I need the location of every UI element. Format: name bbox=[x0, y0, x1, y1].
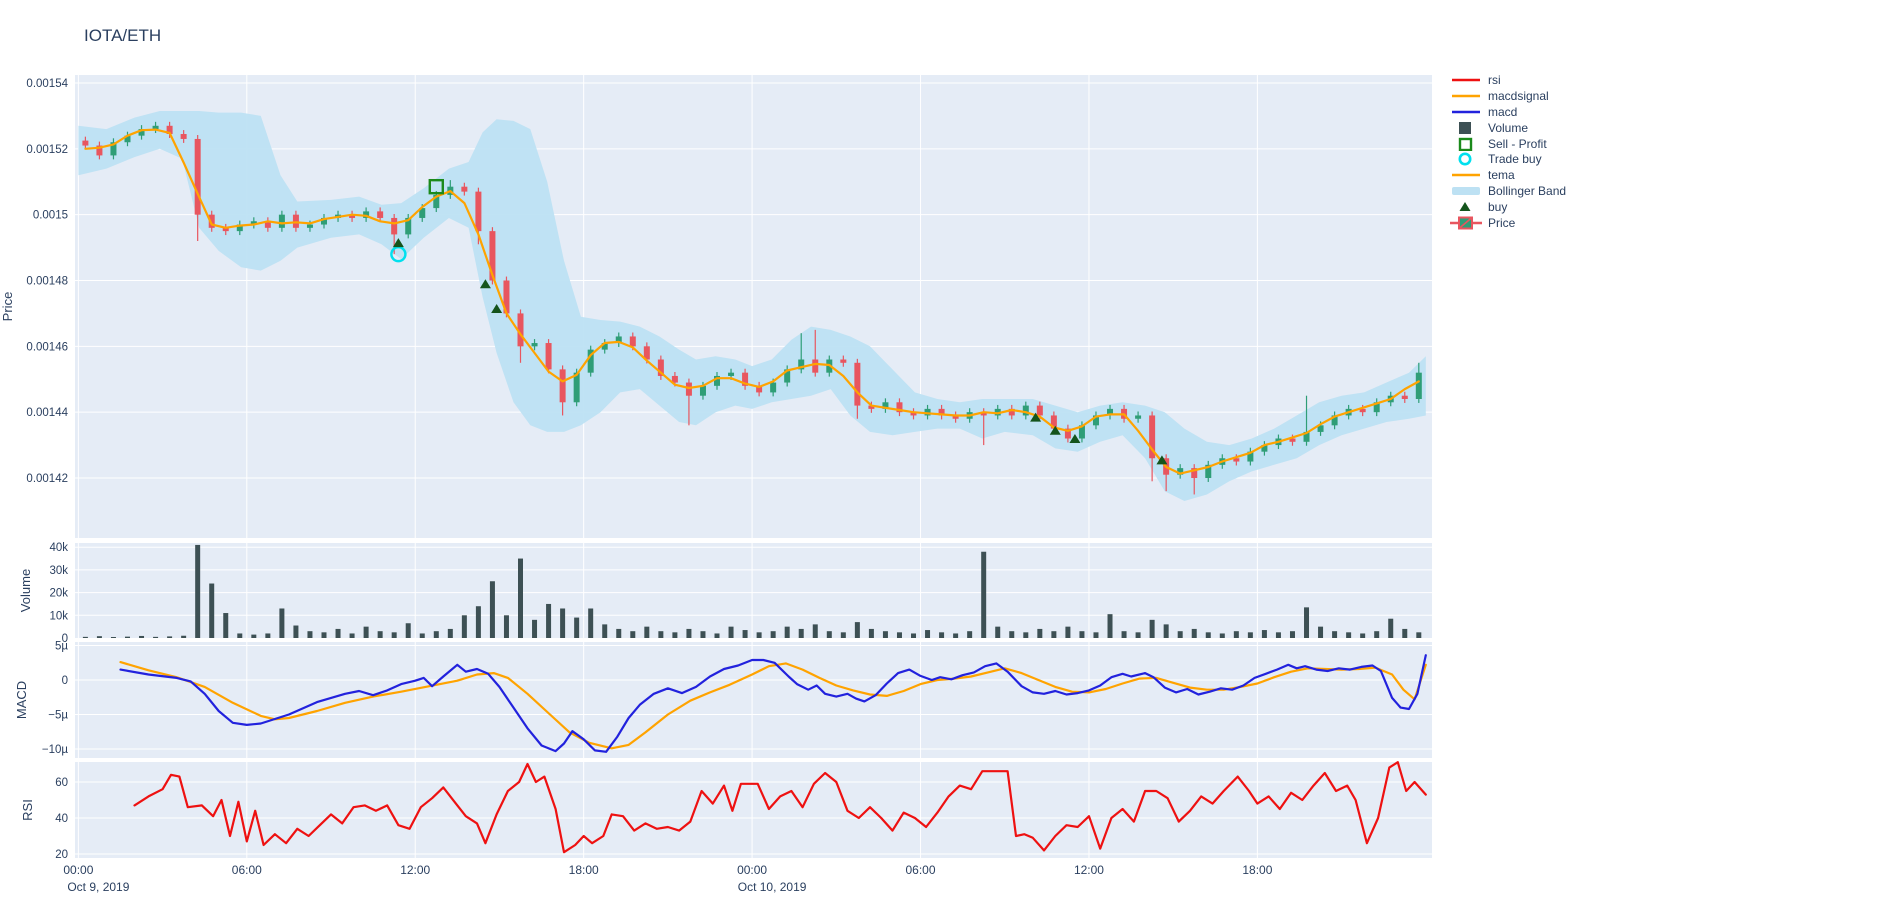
legend-item-label: rsi bbox=[1488, 72, 1501, 87]
legend-item-label: Trade buy bbox=[1488, 152, 1542, 167]
ytick-price: 0.00152 bbox=[26, 144, 68, 156]
legend-item-volume[interactable]: Volume bbox=[1450, 120, 1566, 136]
bollinger-band bbox=[78, 111, 1426, 501]
tema-swatch-icon bbox=[1452, 174, 1480, 177]
legend-item-label: Price bbox=[1488, 215, 1516, 230]
ytick-volume: 20k bbox=[49, 588, 68, 600]
legend-item-label: macdsignal bbox=[1488, 88, 1549, 103]
sell-profit-marker bbox=[428, 178, 444, 195]
legend-item-label: buy bbox=[1488, 200, 1508, 215]
xtick-label: 06:00 bbox=[232, 863, 262, 877]
trade-markers bbox=[390, 178, 1168, 465]
xtick-label: 18:00 bbox=[569, 863, 599, 877]
bollinger-swatch-icon bbox=[1452, 187, 1480, 196]
rsi-line bbox=[133, 761, 1427, 854]
ytick-price: 0.00146 bbox=[26, 341, 68, 353]
rsi-lines bbox=[133, 761, 1427, 854]
legend-item-label: Volume bbox=[1488, 120, 1529, 135]
ytick-rsi: 40 bbox=[55, 813, 68, 825]
xtick-date-label: Oct 9, 2019 bbox=[67, 880, 129, 894]
volume-swatch-icon bbox=[1459, 121, 1471, 134]
ytick-macd: −10µ bbox=[42, 744, 69, 756]
macdsignal-swatch-icon bbox=[1452, 94, 1480, 98]
xtick-label: 12:00 bbox=[400, 863, 430, 877]
legend-item-sell-profit[interactable]: Sell - Profit bbox=[1450, 136, 1566, 152]
legend-item-label: macd bbox=[1488, 104, 1518, 119]
legend-item-label: Bollinger Band bbox=[1488, 184, 1567, 199]
buy-marker bbox=[479, 279, 491, 289]
axis-title-macd: MACD bbox=[14, 681, 29, 719]
macd-swatch-icon bbox=[1452, 110, 1480, 113]
gridlines bbox=[75, 75, 1432, 858]
legend-item-bollinger[interactable]: Bollinger Band bbox=[1450, 183, 1566, 199]
xtick-label: 00:00 bbox=[737, 863, 767, 877]
chart-title: IOTA/ETH bbox=[84, 26, 162, 45]
legend-item-macd[interactable]: macd bbox=[1450, 104, 1566, 120]
axis-title-rsi: RSI bbox=[20, 799, 35, 821]
macd-line bbox=[119, 654, 1427, 753]
ytick-rsi: 60 bbox=[55, 777, 68, 789]
legend: rsi macdsignal macd Volume Sell - Profit Trad… bbox=[1450, 72, 1566, 231]
ytick-price: 0.00144 bbox=[26, 407, 68, 419]
ytick-macd: 0 bbox=[62, 675, 68, 687]
price-swatch-icon bbox=[1450, 216, 1482, 230]
ytick-volume: 10k bbox=[49, 610, 68, 622]
ytick-volume: 40k bbox=[49, 542, 68, 554]
xtick-label: 18:00 bbox=[1242, 863, 1272, 877]
rsi-swatch-icon bbox=[1452, 78, 1480, 82]
xtick-label: 00:00 bbox=[63, 863, 93, 877]
legend-item-rsi[interactable]: rsi bbox=[1450, 72, 1566, 88]
axis-title-price: Price bbox=[0, 292, 15, 322]
ytick-price: 0.00154 bbox=[26, 78, 68, 90]
trade-buy-marker bbox=[390, 245, 407, 263]
buy-swatch-icon bbox=[1459, 202, 1471, 212]
legend-item-tema[interactable]: tema bbox=[1450, 167, 1566, 183]
legend-item-label: Sell - Profit bbox=[1488, 136, 1547, 151]
trade-buy-swatch-icon bbox=[1458, 152, 1472, 166]
ytick-price: 0.00142 bbox=[26, 473, 68, 485]
xtick-label: 06:00 bbox=[906, 863, 936, 877]
legend-item-trade-buy[interactable]: Trade buy bbox=[1450, 151, 1566, 167]
macdsignal-line bbox=[119, 661, 1427, 750]
ytick-macd: 5µ bbox=[55, 641, 68, 653]
sell-profit-swatch-icon bbox=[1458, 137, 1473, 151]
legend-item-price[interactable]: Price bbox=[1450, 215, 1566, 231]
xtick-date-label: Oct 10, 2019 bbox=[738, 880, 807, 894]
ytick-macd: −5µ bbox=[48, 710, 68, 722]
buy-marker bbox=[491, 303, 503, 313]
panel-rsi[interactable] bbox=[75, 762, 1432, 858]
ytick-volume: 0 bbox=[62, 633, 68, 645]
volume-bars bbox=[82, 544, 1422, 638]
buy-marker bbox=[392, 238, 404, 248]
axis-labels: 0.00154 0.00152 0.0015 0.00148 0.00146 0.0014… bbox=[0, 78, 1273, 894]
buy-marker bbox=[1156, 455, 1168, 465]
legend-item-label: tema bbox=[1488, 168, 1515, 183]
legend-item-buy[interactable]: buy bbox=[1450, 199, 1566, 215]
ytick-price: 0.0015 bbox=[33, 210, 68, 222]
macd-lines bbox=[119, 654, 1427, 753]
xtick-label: 12:00 bbox=[1074, 863, 1104, 877]
ytick-rsi: 20 bbox=[55, 849, 68, 861]
panel-macd[interactable] bbox=[75, 642, 1432, 758]
ytick-volume: 30k bbox=[49, 565, 68, 577]
tema-line bbox=[84, 128, 1420, 475]
buy-marker bbox=[1069, 434, 1081, 444]
ytick-price: 0.00148 bbox=[26, 276, 68, 288]
buy-marker bbox=[1030, 412, 1042, 422]
legend-item-macdsignal[interactable]: macdsignal bbox=[1450, 88, 1566, 104]
panel-volume[interactable] bbox=[75, 543, 1432, 638]
axis-title-volume: Volume bbox=[18, 569, 33, 612]
buy-marker bbox=[1049, 425, 1061, 435]
